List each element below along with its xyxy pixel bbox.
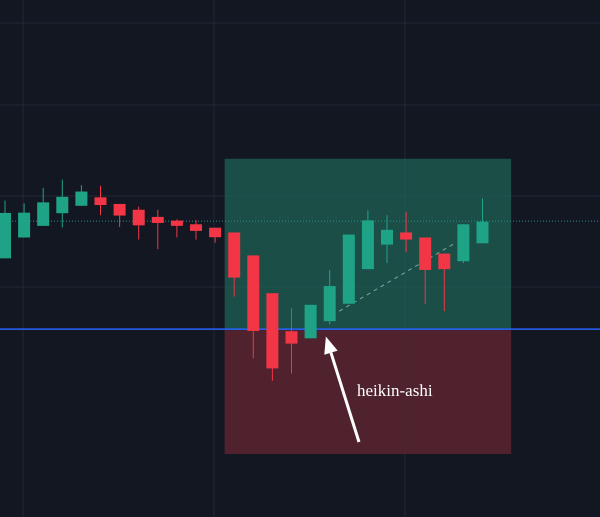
- candles: [0, 179, 489, 381]
- candle-body: [113, 203, 126, 216]
- candle-10: [190, 220, 202, 240]
- candle-body: [94, 197, 107, 206]
- candle-14: [266, 293, 279, 381]
- candle-body: [438, 253, 451, 270]
- candle-body: [56, 196, 69, 214]
- candle-body: [0, 212, 11, 259]
- candle-body: [457, 224, 470, 262]
- candle-16: [304, 304, 317, 339]
- candle-body: [361, 220, 374, 270]
- candle-body: [37, 202, 50, 226]
- candle-body: [75, 191, 88, 206]
- trend-line: [338, 243, 455, 312]
- candle-body: [170, 220, 183, 226]
- annotation: heikin-ashi: [324, 336, 433, 443]
- candle-11: [209, 227, 222, 243]
- candle-body: [266, 293, 279, 369]
- candle-body: [323, 286, 336, 322]
- candle-body: [304, 304, 317, 339]
- candle-body: [190, 224, 202, 231]
- reference-levels: [0, 220, 600, 330]
- candle-24: [457, 224, 470, 264]
- candle-19: [361, 210, 374, 270]
- candle-21: [400, 211, 413, 253]
- candle-9: [170, 219, 183, 238]
- annotation-arrow-head: [324, 336, 338, 355]
- candle-body: [132, 209, 145, 226]
- candle-body: [381, 229, 393, 245]
- candle-body: [285, 331, 298, 344]
- candle-18: [342, 234, 355, 304]
- candle-17: [323, 269, 336, 325]
- candle-13: [247, 255, 260, 359]
- candle-body: [247, 255, 260, 331]
- candle-body: [18, 212, 31, 238]
- candle-4: [75, 185, 88, 206]
- candle-15: [285, 308, 298, 374]
- candle-body: [209, 227, 222, 238]
- candle-body: [476, 221, 489, 244]
- candle-3: [56, 179, 69, 228]
- candle-body: [151, 216, 164, 223]
- candle-body: [228, 232, 241, 278]
- candle-5: [94, 185, 107, 216]
- candle-body: [419, 237, 432, 270]
- candle-22: [419, 237, 432, 304]
- candle-25: [476, 198, 489, 244]
- annotation-arrow-shaft: [329, 352, 361, 443]
- candle-body: [400, 232, 413, 240]
- candle-20: [381, 215, 393, 264]
- candle-6: [113, 203, 126, 227]
- candle-12: [228, 232, 241, 297]
- candle-body: [342, 234, 355, 304]
- candle-0: [0, 200, 11, 259]
- candle-1: [18, 203, 31, 238]
- candle-8: [151, 209, 164, 250]
- candle-2: [37, 187, 50, 226]
- annotation-label: heikin-ashi: [357, 381, 433, 400]
- candle-23: [438, 253, 451, 312]
- candle-7: [132, 206, 145, 240]
